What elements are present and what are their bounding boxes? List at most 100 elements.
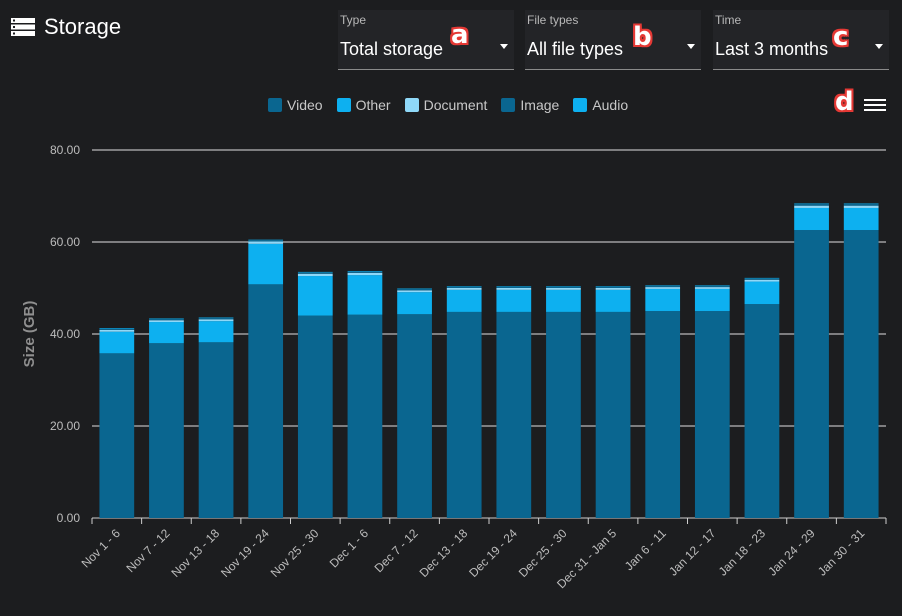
bar-other [843,207,879,231]
page-header: Storage [10,12,121,42]
bar-image [546,286,581,288]
bar-document [595,288,631,290]
y-tick-label: 0.00 [57,511,81,525]
bar-video [496,311,532,518]
bar-document [843,205,879,208]
x-tick-label: Dec 25 - 30 [516,526,570,580]
bar-other [446,289,482,312]
bar-video [198,342,234,518]
bar-image [198,317,234,320]
x-tick-label: Nov 7 - 12 [124,526,173,575]
legend-label: Audio [592,97,629,113]
bar-document [397,290,432,293]
annotation-a: a [451,20,469,50]
bar-document [694,287,730,289]
time-select[interactable]: Time Last 3 months [713,10,889,70]
bar-document [446,288,482,290]
bar-image [149,318,184,321]
x-tick-label: Nov 13 - 18 [168,526,222,580]
bar-image [347,271,383,273]
legend-swatch [336,98,351,112]
file-types-select[interactable]: File types All file types [525,10,701,70]
bar-other [744,281,780,305]
time-select-label: Time [715,13,742,27]
x-tick-label: Nov 25 - 30 [268,526,322,580]
bar-image [694,285,730,288]
x-tick-label: Nov 19 - 24 [218,526,272,580]
legend-label: Video [287,97,323,113]
x-tick-label: Dec 13 - 18 [417,526,471,580]
hamburger-menu-icon[interactable] [864,96,886,114]
type-select-label: Type [340,13,367,27]
legend-entry-document[interactable]: Document [404,97,488,113]
bar-other [149,322,184,344]
bar-other [397,292,432,315]
bar-image [496,286,532,288]
bar-other [99,331,135,354]
bar-document [149,320,184,323]
type-select[interactable]: Type Total storage [338,10,514,70]
y-tick-label: 60.00 [50,235,80,249]
bar-video [546,311,581,518]
bar-other [198,321,234,343]
file-types-select-label: File types [527,13,579,27]
bar-video [446,311,482,518]
x-tick-label: Dec 7 - 12 [372,526,421,575]
bar-video [595,311,631,518]
x-tick-label: Dec 1 - 6 [327,526,372,571]
annotation-d: d [835,87,854,117]
bar-other [794,207,829,231]
bar-other [248,243,284,285]
bar-video [397,314,432,518]
bar-image [446,286,482,288]
x-tick-label: Dec 19 - 24 [466,526,520,580]
legend-swatch [573,98,588,112]
bar-image [794,203,829,206]
bar-other [496,289,532,312]
bar-image [595,286,631,288]
legend-entry-video[interactable]: Video [268,97,323,113]
bar-video [297,315,333,518]
chart-legend: Video Other Document Image Audio [268,97,628,113]
legend-label: Document [423,97,488,113]
bar-video [645,311,681,518]
bar-video [744,304,780,518]
legend-swatch [501,98,516,112]
x-tick-label: Jan 18 - 23 [716,526,769,579]
chevron-down-icon [687,44,695,49]
bar-video [694,311,730,518]
bar-document [248,241,284,244]
bar-other [297,276,333,316]
bar-image [248,240,284,242]
legend-entry-other[interactable]: Other [336,97,391,113]
bar-document [99,329,135,332]
legend-entry-audio[interactable]: Audio [573,97,628,113]
bar-other [546,289,581,312]
bar-document [297,273,333,277]
y-tick-label: 40.00 [50,327,80,341]
bar-image [397,288,432,291]
type-select-value: Total storage [340,39,444,59]
bar-video [347,314,383,518]
bar-video [794,230,829,519]
chevron-down-icon [500,44,508,49]
bar-document [198,319,234,322]
bar-image [99,328,135,330]
bar-document [496,288,532,290]
bar-other [645,288,681,311]
y-tick-label: 20.00 [50,419,80,433]
bar-video [248,284,284,518]
x-tick-label: Nov 1 - 6 [79,526,124,571]
time-select-value: Last 3 months [715,39,829,59]
legend-entry-image[interactable]: Image [501,97,559,113]
legend-swatch [268,98,282,112]
x-tick-label: Jan 24 - 29 [765,526,818,579]
bar-document [645,287,681,289]
bar-image [645,285,681,288]
bar-video [149,343,184,518]
y-tick-label: 80.00 [50,143,80,157]
chevron-down-icon [875,44,883,49]
bar-image [744,278,780,280]
x-tick-label: Jan 6 - 11 [622,526,669,573]
